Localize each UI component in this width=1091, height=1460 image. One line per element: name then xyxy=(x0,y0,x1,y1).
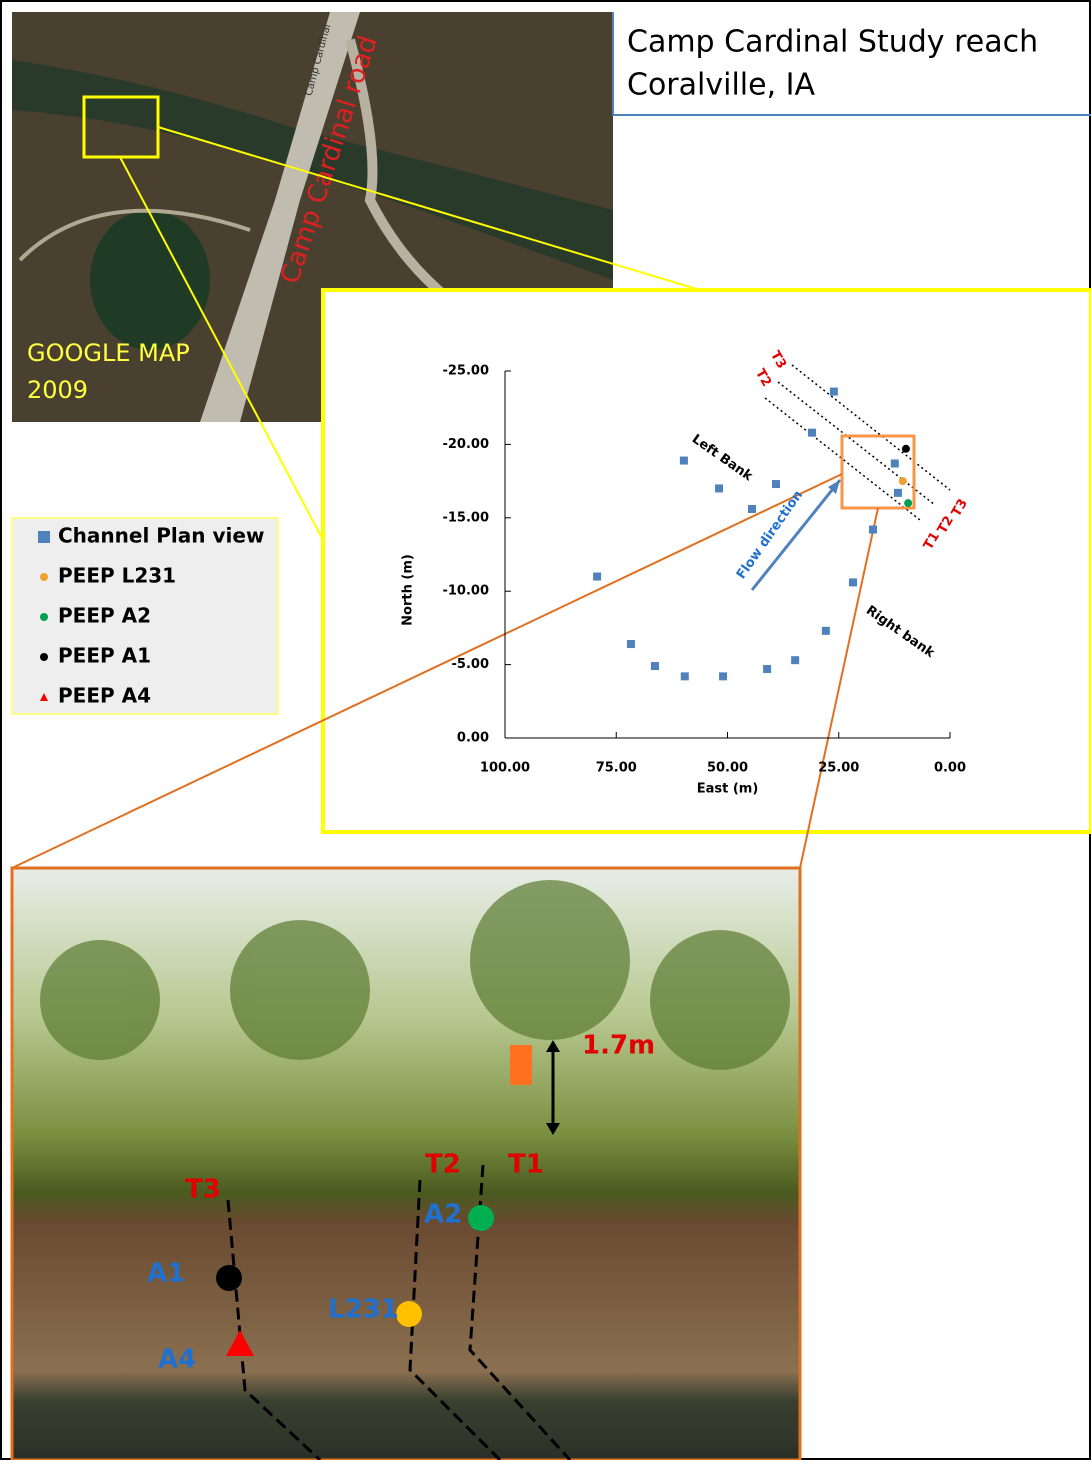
height-label: 1.7m xyxy=(582,1031,655,1061)
point xyxy=(901,444,910,453)
point xyxy=(821,626,830,635)
point xyxy=(808,428,817,437)
y-tick-label: -25.00 xyxy=(442,364,489,379)
legend-marker xyxy=(40,613,48,621)
photo-label: L231 xyxy=(328,1295,399,1325)
legend-label: PEEP A2 xyxy=(58,604,151,628)
subtitle: Coralville, IA xyxy=(627,68,815,103)
photo-label: A2 xyxy=(424,1200,462,1230)
legend-label: PEEP L231 xyxy=(58,564,176,588)
y-tick-label: -15.00 xyxy=(442,510,489,525)
photo: 1.7m T3 T2 T1 A2 A1 L231 A4 xyxy=(10,866,802,1460)
y-tick-label: 0.00 xyxy=(457,731,489,746)
point xyxy=(626,640,635,649)
map-source: GOOGLE MAP xyxy=(27,339,190,367)
photo-label: A4 xyxy=(158,1345,196,1375)
chart-box xyxy=(321,288,1091,834)
x-tick-label: 75.00 xyxy=(596,761,637,776)
point xyxy=(772,480,781,489)
photo-label: T3 xyxy=(185,1175,221,1205)
y-tick-label: -20.00 xyxy=(442,437,489,452)
aerial-map: Camp Cardinal Camp Cardinal road GOOGLE … xyxy=(12,12,613,422)
point xyxy=(650,662,659,671)
y-tick-label: -10.00 xyxy=(442,584,489,599)
point xyxy=(680,672,689,681)
y-tick-label: -5.00 xyxy=(452,657,489,672)
legend-label: PEEP A1 xyxy=(58,644,151,668)
x-tick-label: 0.00 xyxy=(934,761,966,776)
photo-label: T2 xyxy=(425,1150,461,1180)
legend-box xyxy=(11,517,279,715)
title-box: Camp Cardinal Study reach Coralville, IA xyxy=(612,12,1091,116)
legend-marker xyxy=(38,531,50,543)
point xyxy=(715,484,724,493)
x-tick-label: 50.00 xyxy=(707,761,748,776)
point xyxy=(791,656,800,665)
point xyxy=(848,578,857,587)
legend-label: Channel Plan view xyxy=(58,524,264,548)
legend-label: PEEP A4 xyxy=(58,684,151,708)
x-axis-label: East (m) xyxy=(697,782,759,797)
point xyxy=(904,499,913,508)
legend-marker xyxy=(40,653,48,661)
point xyxy=(679,456,688,465)
title: Camp Cardinal Study reach xyxy=(627,25,1038,60)
point xyxy=(593,572,602,581)
point xyxy=(893,488,902,497)
photo-label: T1 xyxy=(508,1150,544,1180)
legend-marker xyxy=(40,573,48,581)
point xyxy=(898,477,907,486)
map-year: 2009 xyxy=(27,376,88,404)
point xyxy=(829,387,838,396)
point xyxy=(747,504,756,513)
point xyxy=(890,459,899,468)
point xyxy=(763,665,772,674)
legend: Channel Plan view PEEP L231 PEEP A2 PEEP A1… xyxy=(38,524,264,708)
photo-label: A1 xyxy=(147,1259,185,1289)
y-axis-label: North (m) xyxy=(401,554,416,626)
x-tick-label: 25.00 xyxy=(818,761,859,776)
point xyxy=(869,525,878,534)
x-tick-label: 100.00 xyxy=(480,761,530,776)
point xyxy=(719,672,728,681)
legend-marker xyxy=(40,693,48,701)
